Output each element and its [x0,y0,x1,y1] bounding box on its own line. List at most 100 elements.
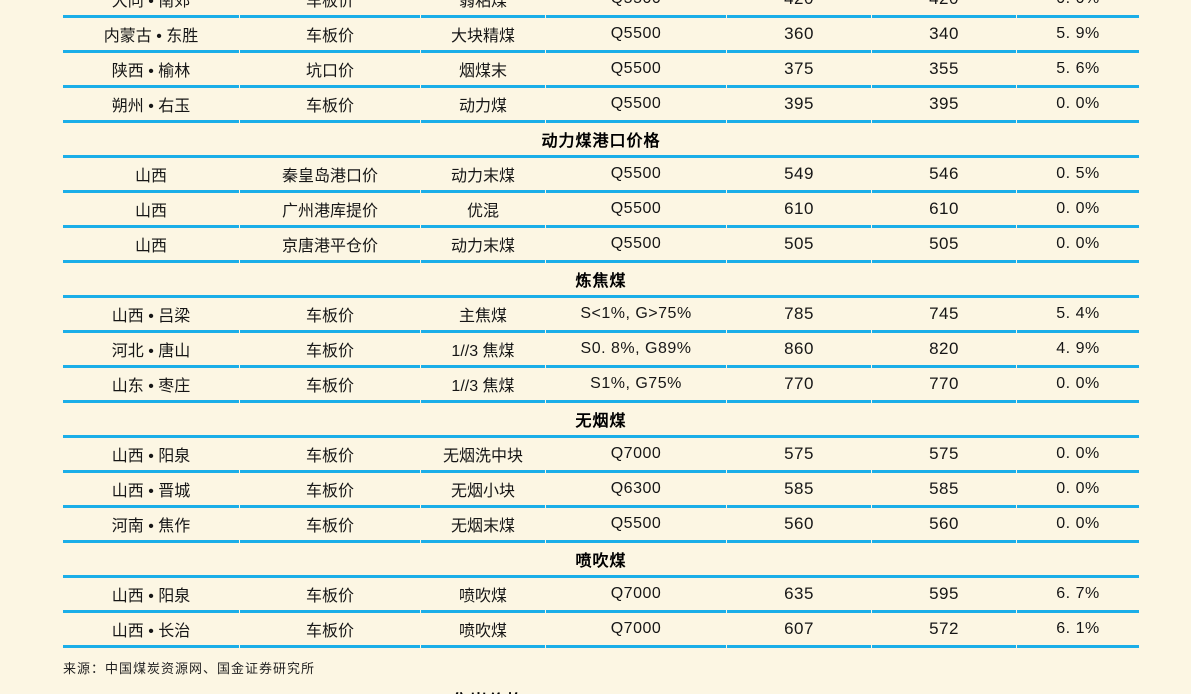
section-header-row: 炼焦煤 [63,263,1139,298]
spec-cell: Q5500 [546,228,726,263]
current-price-cell: 560 [727,508,871,543]
price-type-cell: 车板价 [240,473,420,508]
table-row: 河南 • 焦作 车板价 无烟末煤 Q5500 560 560 0. 0% [63,508,1139,543]
change-pct-cell: 4. 9% [1017,333,1139,368]
change-pct-cell: 0. 5% [1017,158,1139,193]
current-price-cell: 607 [727,613,871,648]
current-price-cell: 575 [727,438,871,473]
table-row: 山东 • 枣庄 车板价 1//3 焦煤 S1%, G75% 770 770 0. 0% [63,368,1139,403]
location-cell: 山西 • 吕梁 [63,298,239,333]
previous-price-cell: 355 [872,53,1016,88]
source-note: 来源：中国煤炭资源网、国金证券研究所 [63,661,316,676]
location-cell: 朔州 • 右玉 [63,88,239,123]
coal-type-cell: 1//3 焦煤 [421,368,545,403]
coal-type-cell: 动力末煤 [421,158,545,193]
price-type-cell: 车板价 [240,368,420,403]
current-price-cell: 635 [727,578,871,613]
price-type-cell: 广州港库提价 [240,193,420,228]
table-row: 陕西 • 榆林 坑口价 烟煤末 Q5500 375 355 5. 6% [63,53,1139,88]
table-row: 山西 • 阳泉 车板价 喷吹煤 Q7000 635 595 6. 7% [63,578,1139,613]
previous-price-cell: 340 [872,18,1016,53]
price-type-cell: 车板价 [240,438,420,473]
section-title: 炼焦煤 [63,263,1139,298]
location-cell: 山东 • 枣庄 [63,368,239,403]
location-cell: 大同 • 南郊 [63,0,239,18]
previous-price-cell: 770 [872,368,1016,403]
price-type-cell: 车板价 [240,298,420,333]
location-cell: 山西 • 阳泉 [63,578,239,613]
price-type-cell: 车板价 [240,18,420,53]
coal-price-table: 大同 • 南郊车板价弱粘煤Q55004204200. 0%内蒙古 • 东胜车板价… [62,0,1140,648]
change-pct-cell: 0. 0% [1017,473,1139,508]
table-row: 山西 秦皇岛港口价 动力末煤 Q5500 549 546 0. 5% [63,158,1139,193]
spec-cell: Q7000 [546,613,726,648]
location-cell: 山西 [63,158,239,193]
change-pct-cell: 6. 7% [1017,578,1139,613]
current-price-cell: 420 [727,0,871,18]
spec-cell: Q6300 [546,473,726,508]
change-pct-cell: 6. 1% [1017,613,1139,648]
coal-type-cell: 动力煤 [421,88,545,123]
price-type-cell: 车板价 [240,0,420,18]
current-price-cell: 785 [727,298,871,333]
previous-price-cell: 610 [872,193,1016,228]
previous-price-cell: 572 [872,613,1016,648]
change-pct-cell: 0. 0% [1017,438,1139,473]
price-type-cell: 坑口价 [240,53,420,88]
table-row: 大同 • 南郊车板价弱粘煤Q55004204200. 0% [63,0,1139,18]
spec-cell: Q5500 [546,0,726,18]
table-row: 山西 • 吕梁 车板价 主焦煤 S<1%, G>75% 785 745 5. 4% [63,298,1139,333]
previous-price-cell: 505 [872,228,1016,263]
coal-type-cell: 无烟小块 [421,473,545,508]
coal-type-cell: 烟煤末 [421,53,545,88]
current-price-cell: 585 [727,473,871,508]
coal-type-cell: 无烟末煤 [421,508,545,543]
section-title: 动力煤港口价格 [63,123,1139,158]
spec-cell: S1%, G75% [546,368,726,403]
previous-price-cell: 820 [872,333,1016,368]
table-row: 山西 • 晋城 车板价 无烟小块 Q6300 585 585 0. 0% [63,473,1139,508]
coal-type-cell: 无烟洗中块 [421,438,545,473]
spec-cell: Q5500 [546,88,726,123]
location-cell: 山西 • 阳泉 [63,438,239,473]
change-pct-cell: 0. 0% [1017,193,1139,228]
spec-cell: Q5500 [546,18,726,53]
coal-type-cell: 优混 [421,193,545,228]
location-cell: 内蒙古 • 东胜 [63,18,239,53]
price-type-cell: 京唐港平仓价 [240,228,420,263]
current-price-cell: 395 [727,88,871,123]
price-type-cell: 车板价 [240,578,420,613]
location-cell: 山西 [63,228,239,263]
section-header-row: 喷吹煤 [63,543,1139,578]
spec-cell: S0. 8%, G89% [546,333,726,368]
change-pct-cell: 5. 6% [1017,53,1139,88]
spec-cell: Q5500 [546,508,726,543]
table-row: 山西 • 阳泉 车板价 无烟洗中块 Q7000 575 575 0. 0% [63,438,1139,473]
current-price-cell: 770 [727,368,871,403]
previous-price-cell: 745 [872,298,1016,333]
coal-type-cell: 弱粘煤 [421,0,545,18]
table-row: 山西 广州港库提价 优混 Q5500 610 610 0. 0% [63,193,1139,228]
current-price-cell: 375 [727,53,871,88]
change-pct-cell: 0. 0% [1017,228,1139,263]
previous-price-cell: 546 [872,158,1016,193]
coal-type-cell: 主焦煤 [421,298,545,333]
location-cell: 河北 • 唐山 [63,333,239,368]
location-cell: 河南 • 焦作 [63,508,239,543]
current-price-cell: 360 [727,18,871,53]
price-type-cell: 车板价 [240,333,420,368]
coal-type-cell: 喷吹煤 [421,578,545,613]
coal-type-cell: 喷吹煤 [421,613,545,648]
price-type-cell: 车板价 [240,613,420,648]
change-pct-cell: 0. 0% [1017,508,1139,543]
current-price-cell: 505 [727,228,871,263]
spec-cell: Q5500 [546,158,726,193]
previous-price-cell: 575 [872,438,1016,473]
current-price-cell: 549 [727,158,871,193]
current-price-cell: 860 [727,333,871,368]
table-row: 山西 • 长治 车板价 喷吹煤 Q7000 607 572 6. 1% [63,613,1139,648]
spec-cell: Q5500 [546,193,726,228]
change-pct-cell: 0. 0% [1017,0,1139,18]
section-header-row: 动力煤港口价格 [63,123,1139,158]
